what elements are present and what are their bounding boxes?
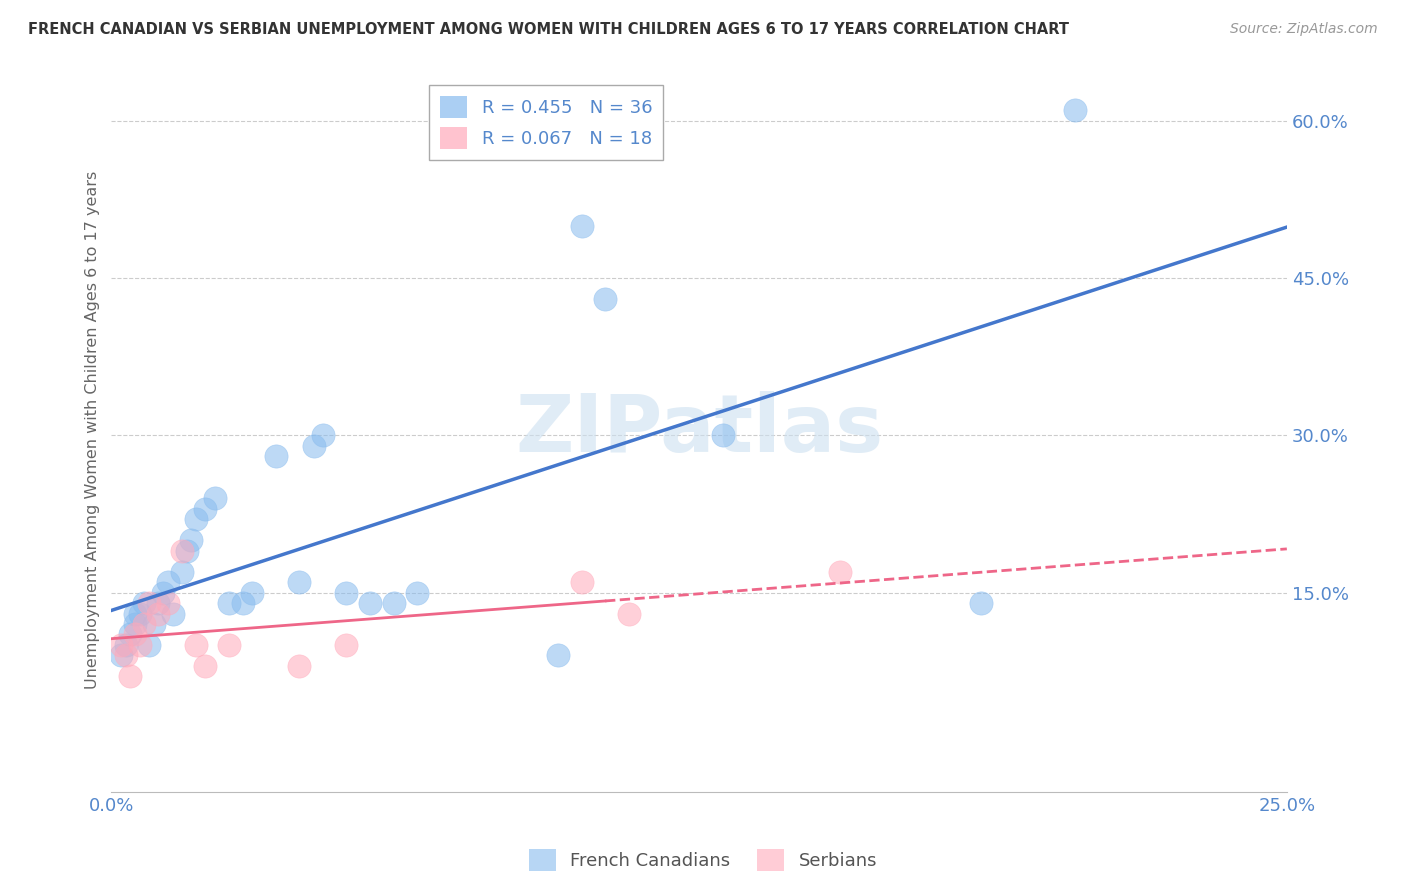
Point — [830, 565, 852, 579]
Point — [110, 648, 132, 663]
Point — [148, 596, 170, 610]
Point — [156, 596, 179, 610]
Point — [242, 585, 264, 599]
Point — [114, 648, 136, 663]
Point — [156, 575, 179, 590]
Point — [288, 575, 311, 590]
Point — [382, 596, 405, 610]
Point — [218, 596, 240, 610]
Point — [124, 627, 146, 641]
Point — [312, 428, 335, 442]
Text: ZIPatlas: ZIPatlas — [515, 391, 883, 469]
Point — [120, 627, 142, 641]
Point — [571, 575, 593, 590]
Point — [184, 638, 207, 652]
Point — [142, 617, 165, 632]
Text: FRENCH CANADIAN VS SERBIAN UNEMPLOYMENT AMONG WOMEN WITH CHILDREN AGES 6 TO 17 Y: FRENCH CANADIAN VS SERBIAN UNEMPLOYMENT … — [28, 22, 1069, 37]
Point — [128, 607, 150, 621]
Point — [124, 607, 146, 621]
Point — [288, 659, 311, 673]
Point — [162, 607, 184, 621]
Legend: R = 0.455   N = 36, R = 0.067   N = 18: R = 0.455 N = 36, R = 0.067 N = 18 — [429, 85, 664, 160]
Point — [218, 638, 240, 652]
Point — [184, 512, 207, 526]
Point — [194, 501, 217, 516]
Point — [138, 596, 160, 610]
Y-axis label: Unemployment Among Women with Children Ages 6 to 17 years: Unemployment Among Women with Children A… — [86, 171, 100, 690]
Point — [593, 292, 616, 306]
Point — [120, 669, 142, 683]
Point — [571, 219, 593, 233]
Point — [406, 585, 429, 599]
Point — [128, 638, 150, 652]
Point — [204, 491, 226, 506]
Point — [711, 428, 734, 442]
Point — [970, 596, 993, 610]
Point — [617, 607, 640, 621]
Point — [1064, 103, 1087, 118]
Legend: French Canadians, Serbians: French Canadians, Serbians — [522, 842, 884, 879]
Point — [152, 585, 174, 599]
Point — [134, 596, 156, 610]
Point — [124, 617, 146, 632]
Point — [232, 596, 254, 610]
Point — [170, 543, 193, 558]
Point — [180, 533, 202, 548]
Point — [110, 638, 132, 652]
Point — [335, 638, 357, 652]
Point — [138, 638, 160, 652]
Point — [264, 450, 287, 464]
Point — [547, 648, 569, 663]
Point — [134, 617, 156, 632]
Text: Source: ZipAtlas.com: Source: ZipAtlas.com — [1230, 22, 1378, 37]
Point — [148, 607, 170, 621]
Point — [302, 439, 325, 453]
Point — [176, 543, 198, 558]
Point — [114, 638, 136, 652]
Point — [170, 565, 193, 579]
Point — [359, 596, 381, 610]
Point — [335, 585, 357, 599]
Point — [194, 659, 217, 673]
